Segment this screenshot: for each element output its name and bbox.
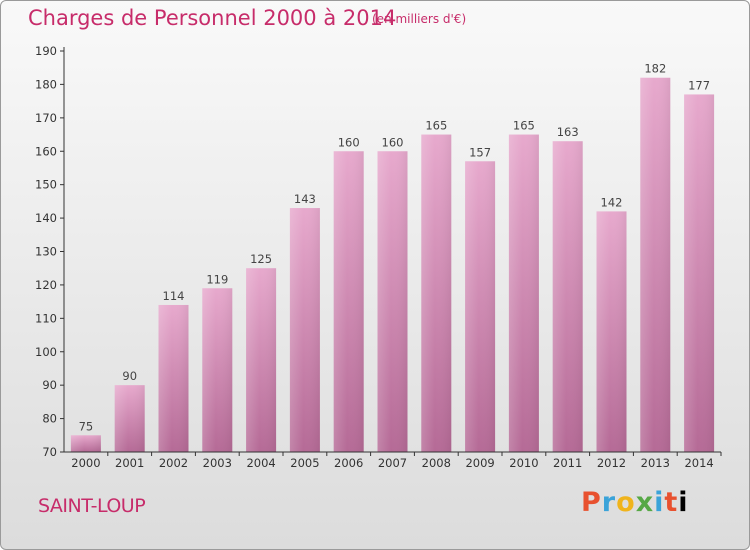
y-tick-label: 80 <box>42 412 57 426</box>
bar-shine-2012 <box>596 211 627 452</box>
value-label-2014: 177 <box>688 78 710 92</box>
bar-shine-2005 <box>289 208 320 452</box>
y-axis: 70 80 90 100 110 120 130 140 150 160 170 180 190 <box>35 44 65 459</box>
bar-shine-2008 <box>421 134 452 452</box>
value-label-2002: 114 <box>163 289 185 303</box>
value-label-2009: 157 <box>469 145 491 159</box>
value-label-2000: 75 <box>79 419 94 433</box>
bars <box>70 77 715 453</box>
y-tick-label: 170 <box>35 111 57 125</box>
y-tick-label: 100 <box>35 345 57 359</box>
y-tick-label: 130 <box>35 245 57 259</box>
x-tick-label-2008: 2008 <box>422 456 451 470</box>
value-label-2007: 160 <box>382 135 404 149</box>
bar-shine-2014 <box>684 94 715 453</box>
x-tick-label-2014: 2014 <box>684 456 713 470</box>
x-tick-label-2012: 2012 <box>597 456 626 470</box>
bar-shine-2006 <box>333 151 364 452</box>
bar-shine-2001 <box>114 385 145 452</box>
x-tick-label-2010: 2010 <box>509 456 538 470</box>
y-tick-label: 120 <box>35 278 57 292</box>
x-tick-label-2011: 2011 <box>553 456 582 470</box>
bar-shine-2013 <box>640 77 671 452</box>
y-tick-label: 150 <box>35 178 57 192</box>
value-labels: 75 90 114 119 125 143 160 160 165 157 165 163 142 182… <box>79 62 710 434</box>
value-label-2008: 165 <box>425 119 447 133</box>
bar-shine-2000 <box>70 435 101 452</box>
value-label-2001: 90 <box>122 369 137 383</box>
x-axis: 2000 2001 2002 2003 2004 2005 2006 2007 2008 2009… <box>64 451 722 470</box>
y-tick-label: 110 <box>35 311 57 325</box>
bar-shine-2009 <box>465 161 496 452</box>
value-label-2010: 165 <box>513 119 535 133</box>
value-label-2012: 142 <box>601 195 623 209</box>
value-label-2013: 182 <box>644 62 666 76</box>
y-tick-label: 160 <box>35 144 57 158</box>
y-tick-label: 180 <box>35 77 57 91</box>
x-tick-label-2009: 2009 <box>465 456 494 470</box>
value-label-2006: 160 <box>338 135 360 149</box>
value-label-2011: 163 <box>557 125 579 139</box>
x-tick-label-2007: 2007 <box>378 456 407 470</box>
place-name: SAINT-LOUP <box>38 495 146 517</box>
bar-shine-2004 <box>246 268 277 452</box>
bar-shine-2010 <box>508 134 539 452</box>
proxiti-logo: Proxiti <box>581 487 689 518</box>
x-tick-label-2001: 2001 <box>115 456 144 470</box>
x-tick-label-2013: 2013 <box>641 456 670 470</box>
value-label-2003: 119 <box>206 272 228 286</box>
chart-subtitle: (en milliers d'€) <box>372 12 467 26</box>
x-tick-label-2006: 2006 <box>334 456 363 470</box>
chart-title: Charges de Personnel 2000 à 2014 <box>28 6 397 30</box>
bar-shine-2002 <box>158 304 189 452</box>
x-tick-label-2002: 2002 <box>159 456 188 470</box>
y-tick-label: 70 <box>42 445 57 459</box>
x-tick-label-2005: 2005 <box>290 456 319 470</box>
x-tick-label-2004: 2004 <box>246 456 275 470</box>
y-tick-label: 90 <box>42 378 57 392</box>
bar-shine-2011 <box>552 141 583 452</box>
y-tick-label: 140 <box>35 211 57 225</box>
x-tick-label-2003: 2003 <box>203 456 232 470</box>
y-tick-label: 190 <box>35 44 57 58</box>
bar-shine-2003 <box>202 288 233 452</box>
bar-shine-2007 <box>377 151 408 452</box>
value-label-2004: 125 <box>250 252 272 266</box>
x-tick-label-2000: 2000 <box>71 456 100 470</box>
value-label-2005: 143 <box>294 192 316 206</box>
